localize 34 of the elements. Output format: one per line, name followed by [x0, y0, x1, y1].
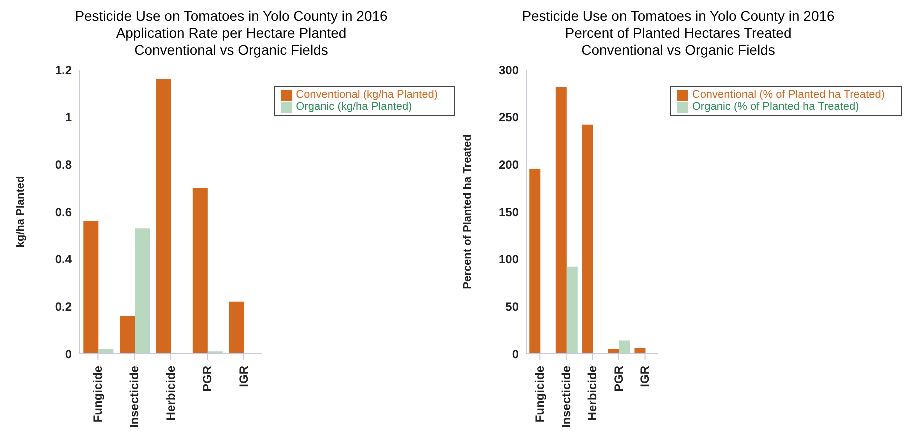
y-tick-label: 50 [506, 300, 520, 314]
y-tick-label: 200 [498, 158, 520, 172]
x-tick-label: Herbicide [586, 366, 600, 421]
y-tick-label: 0.8 [55, 158, 72, 172]
x-tick-label: Herbicide [164, 366, 178, 421]
legend-label: Organic (% of Planted ha Treated) [692, 101, 860, 113]
y-tick-label: 150 [498, 205, 520, 220]
legend-label: Conventional (% of Planted ha Treated) [692, 89, 885, 101]
y-axis-title: kg/ha Planted [14, 176, 27, 248]
x-tick-label: IGR [236, 366, 251, 388]
legend-label: Organic (kg/ha Planted) [296, 101, 412, 113]
y-tick-label: 300 [498, 63, 520, 78]
y-tick-label: 0.2 [55, 300, 72, 314]
x-tick-label: PGR [200, 366, 214, 392]
x-tick-label: Insecticide [128, 366, 142, 428]
y-tick-label: 0 [512, 347, 520, 362]
y-tick-label: 0 [65, 347, 72, 362]
x-tick-label: Fungicide [91, 366, 106, 423]
legend-label: Conventional (kg/ha Planted) [296, 89, 438, 101]
chart-title: Pesticide Use on Tomatoes in Yolo County in 2016 [74, 8, 389, 25]
chart-subtitle: Application Rate per Hectare Planted Conventional vs Organic Fields [115, 25, 348, 59]
x-tick-label: Insecticide [559, 366, 574, 428]
y-tick-label: 0.4 [55, 252, 72, 267]
y-tick-label: 250 [498, 110, 520, 125]
x-tick-label: Fungicide [533, 366, 548, 423]
y-tick-label: 0.6 [55, 205, 72, 220]
x-tick-label: IGR [638, 366, 652, 388]
y-tick-label: 1.2 [55, 63, 72, 78]
y-tick-label: 100 [498, 252, 520, 267]
chart-title: Pesticide Use on Tomatoes in Yolo County in 2016 [521, 8, 836, 25]
x-tick-label: PGR [612, 366, 626, 392]
chart-subtitle: Percent of Planted Hectares Treated Conventional vs Organic Fields [564, 25, 793, 59]
y-tick-label: 1 [65, 110, 72, 125]
y-axis-title: Percent of Planted ha Treated [462, 134, 474, 290]
